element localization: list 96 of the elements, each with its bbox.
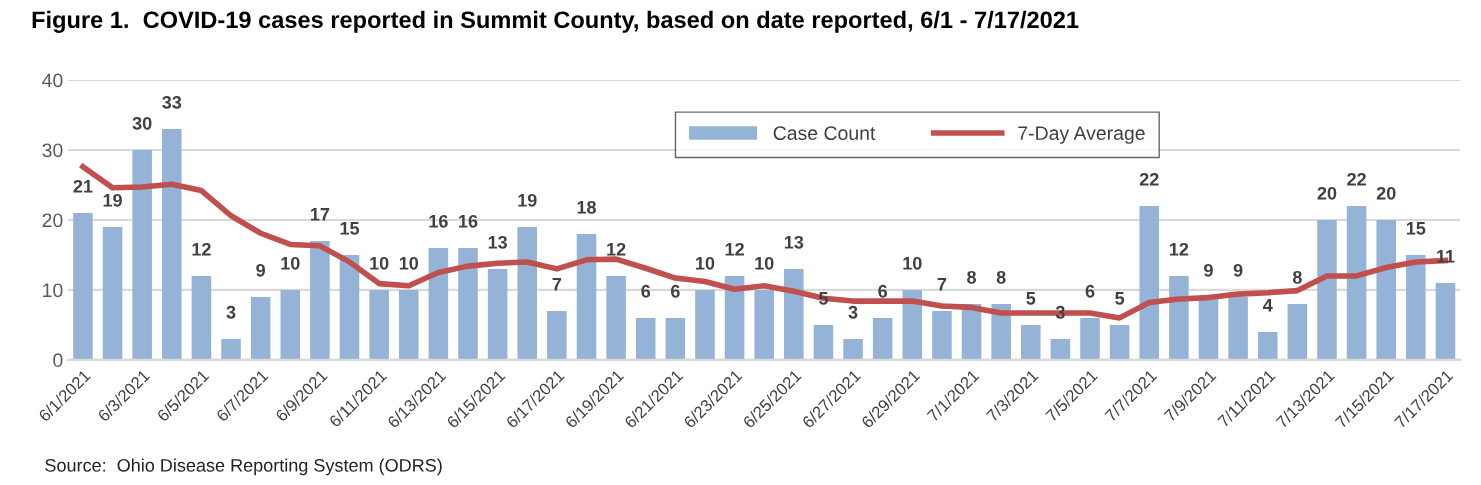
- data-label: 12: [725, 242, 744, 256]
- bar: [1287, 303, 1308, 360]
- data-label: 16: [429, 214, 448, 228]
- bar: [398, 289, 419, 360]
- bar: [1139, 205, 1160, 360]
- bar: [250, 296, 271, 360]
- bar: [1050, 338, 1071, 360]
- bar: [1169, 275, 1189, 360]
- bar: [1080, 317, 1100, 360]
- y-tick-label: 40: [42, 73, 63, 88]
- bar: [369, 289, 389, 360]
- data-label: 20: [1376, 186, 1396, 200]
- data-label: 9: [1233, 263, 1243, 277]
- data-label: 5: [1026, 292, 1036, 305]
- bar: [221, 338, 241, 360]
- bar: [1406, 254, 1426, 360]
- data-label: 10: [696, 256, 715, 270]
- data-label: 19: [518, 193, 537, 207]
- bar: [1346, 205, 1367, 360]
- data-label: 9: [256, 263, 266, 277]
- bar: [280, 289, 301, 360]
- legend-label: Case Count: [773, 126, 876, 141]
- data-label: 10: [281, 256, 300, 270]
- bar: [606, 275, 626, 360]
- data-label: 19: [103, 193, 122, 207]
- data-label: 9: [1204, 263, 1213, 277]
- y-tick-label: 0: [53, 353, 63, 368]
- data-label: 16: [459, 214, 478, 228]
- bar: [1257, 331, 1278, 360]
- bar: [310, 240, 330, 360]
- bar: [784, 268, 804, 360]
- bar: [576, 233, 597, 360]
- data-label: 18: [577, 200, 596, 214]
- bar: [428, 247, 449, 360]
- data-label: 22: [1139, 172, 1159, 186]
- data-label: 12: [607, 242, 626, 256]
- legend-label: 7-Day Average: [1018, 126, 1145, 144]
- bar: [191, 275, 212, 360]
- bar: [1376, 219, 1396, 360]
- bar: [1228, 296, 1248, 360]
- bar: [843, 338, 863, 360]
- data-label: 3: [848, 305, 858, 319]
- data-label: 6: [1085, 284, 1095, 298]
- data-label: 6: [670, 284, 680, 298]
- bar: [458, 247, 478, 360]
- data-label: 12: [1169, 242, 1189, 256]
- bar: [132, 149, 152, 360]
- data-label: 10: [903, 256, 922, 270]
- bar: [932, 310, 952, 360]
- data-label: 21: [73, 179, 93, 193]
- bar: [813, 324, 834, 360]
- data-label: 30: [132, 116, 152, 130]
- data-label: 10: [399, 256, 419, 270]
- bar: [517, 226, 538, 360]
- data-label: 4: [1262, 299, 1273, 312]
- bar: [162, 129, 182, 360]
- data-label: 6: [641, 284, 651, 298]
- bar: [665, 317, 686, 360]
- data-label: 10: [370, 256, 389, 270]
- bar: [754, 289, 774, 360]
- data-label: 20: [1317, 186, 1337, 200]
- bar: [1021, 324, 1041, 360]
- data-label: 5: [1115, 292, 1125, 305]
- data-label: 3: [226, 305, 236, 319]
- bar: [339, 254, 360, 360]
- data-label: 8: [996, 270, 1006, 284]
- y-tick-label: 30: [42, 143, 63, 158]
- y-tick-label: 20: [42, 213, 63, 228]
- bar: [487, 268, 508, 360]
- data-label: 12: [192, 242, 211, 256]
- data-label: 7: [552, 278, 562, 291]
- bar: [695, 289, 715, 360]
- bar: [1317, 219, 1337, 360]
- data-label: 10: [755, 256, 774, 270]
- bar: [872, 317, 893, 360]
- bar: [102, 226, 123, 360]
- bar: [1198, 296, 1219, 360]
- chart-title: Figure 1. COVID-19 cases reported in Summit County, based on date reported, 6/1 - 7/17/2021: [32, 10, 1079, 33]
- data-label: 7: [937, 278, 947, 291]
- bar: [1435, 282, 1456, 360]
- data-label: 13: [488, 235, 508, 249]
- data-label: 22: [1347, 172, 1366, 186]
- data-label: 13: [784, 235, 804, 249]
- data-label: 15: [340, 222, 360, 235]
- data-label: 33: [162, 95, 182, 109]
- bar: [635, 317, 656, 360]
- data-label: 8: [967, 270, 976, 284]
- data-label: 6: [878, 284, 888, 298]
- data-label: 8: [1292, 270, 1302, 284]
- data-label: 15: [1406, 222, 1426, 235]
- bar: [73, 212, 93, 360]
- bar: [547, 310, 567, 360]
- data-label: 17: [310, 208, 330, 221]
- source-note: Source: Ohio Disease Reporting System (ODRS): [45, 458, 442, 476]
- bar: [1109, 324, 1130, 360]
- y-tick-label: 10: [43, 283, 63, 298]
